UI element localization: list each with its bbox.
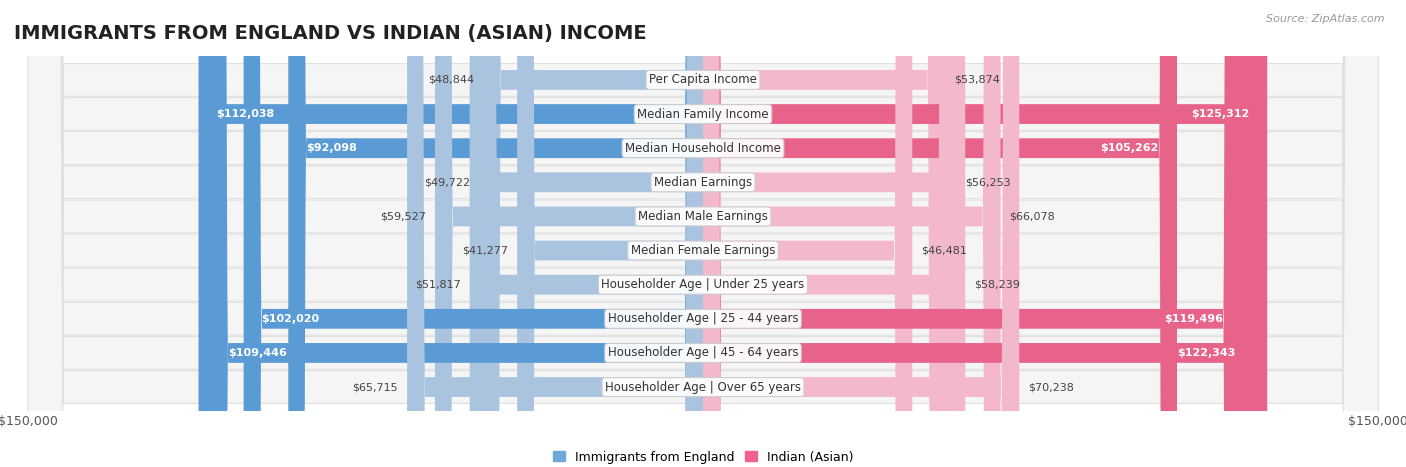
FancyBboxPatch shape — [517, 0, 703, 467]
FancyBboxPatch shape — [703, 0, 1001, 467]
FancyBboxPatch shape — [28, 0, 1378, 467]
FancyBboxPatch shape — [28, 0, 1378, 467]
Text: $46,481: $46,481 — [921, 246, 967, 255]
Text: $70,238: $70,238 — [1028, 382, 1074, 392]
Text: Householder Age | 45 - 64 years: Householder Age | 45 - 64 years — [607, 347, 799, 360]
FancyBboxPatch shape — [209, 0, 703, 467]
FancyBboxPatch shape — [484, 0, 703, 467]
Text: Householder Age | 25 - 44 years: Householder Age | 25 - 44 years — [607, 312, 799, 325]
Text: $105,262: $105,262 — [1101, 143, 1159, 153]
Text: Median Male Earnings: Median Male Earnings — [638, 210, 768, 223]
FancyBboxPatch shape — [434, 0, 703, 467]
Text: $112,038: $112,038 — [217, 109, 274, 119]
FancyBboxPatch shape — [28, 0, 1378, 467]
Text: $66,078: $66,078 — [1010, 212, 1056, 221]
FancyBboxPatch shape — [408, 0, 703, 467]
FancyBboxPatch shape — [28, 0, 1378, 467]
Text: $51,817: $51,817 — [415, 280, 461, 290]
Text: $59,527: $59,527 — [380, 212, 426, 221]
FancyBboxPatch shape — [479, 0, 703, 467]
Text: Householder Age | Over 65 years: Householder Age | Over 65 years — [605, 381, 801, 394]
Text: $109,446: $109,446 — [228, 348, 287, 358]
FancyBboxPatch shape — [703, 0, 946, 467]
Text: Median Female Earnings: Median Female Earnings — [631, 244, 775, 257]
FancyBboxPatch shape — [288, 0, 703, 467]
FancyBboxPatch shape — [703, 0, 956, 467]
Text: $65,715: $65,715 — [353, 382, 398, 392]
FancyBboxPatch shape — [198, 0, 703, 467]
FancyBboxPatch shape — [28, 0, 1378, 467]
FancyBboxPatch shape — [28, 0, 1378, 467]
FancyBboxPatch shape — [703, 0, 1267, 467]
Text: $49,722: $49,722 — [425, 177, 470, 187]
FancyBboxPatch shape — [28, 0, 1378, 467]
Legend: Immigrants from England, Indian (Asian): Immigrants from England, Indian (Asian) — [547, 446, 859, 467]
FancyBboxPatch shape — [703, 0, 1019, 467]
Text: Median Earnings: Median Earnings — [654, 176, 752, 189]
Text: Per Capita Income: Per Capita Income — [650, 73, 756, 86]
FancyBboxPatch shape — [243, 0, 703, 467]
Text: $125,312: $125,312 — [1191, 109, 1250, 119]
Text: $58,239: $58,239 — [974, 280, 1021, 290]
FancyBboxPatch shape — [703, 0, 912, 467]
FancyBboxPatch shape — [28, 0, 1378, 467]
FancyBboxPatch shape — [703, 0, 966, 467]
Text: Median Family Income: Median Family Income — [637, 107, 769, 120]
FancyBboxPatch shape — [703, 0, 1254, 467]
Text: $122,343: $122,343 — [1177, 348, 1236, 358]
Text: $56,253: $56,253 — [966, 177, 1011, 187]
Text: Householder Age | Under 25 years: Householder Age | Under 25 years — [602, 278, 804, 291]
Text: $48,844: $48,844 — [427, 75, 474, 85]
Text: Median Household Income: Median Household Income — [626, 142, 780, 155]
Text: $92,098: $92,098 — [307, 143, 357, 153]
Text: $53,874: $53,874 — [955, 75, 1001, 85]
Text: $102,020: $102,020 — [262, 314, 319, 324]
Text: $41,277: $41,277 — [463, 246, 508, 255]
FancyBboxPatch shape — [703, 0, 1241, 467]
Text: $119,496: $119,496 — [1164, 314, 1223, 324]
Text: Source: ZipAtlas.com: Source: ZipAtlas.com — [1267, 14, 1385, 24]
FancyBboxPatch shape — [703, 0, 1177, 467]
FancyBboxPatch shape — [28, 0, 1378, 467]
Text: IMMIGRANTS FROM ENGLAND VS INDIAN (ASIAN) INCOME: IMMIGRANTS FROM ENGLAND VS INDIAN (ASIAN… — [14, 24, 647, 43]
FancyBboxPatch shape — [28, 0, 1378, 467]
FancyBboxPatch shape — [470, 0, 703, 467]
